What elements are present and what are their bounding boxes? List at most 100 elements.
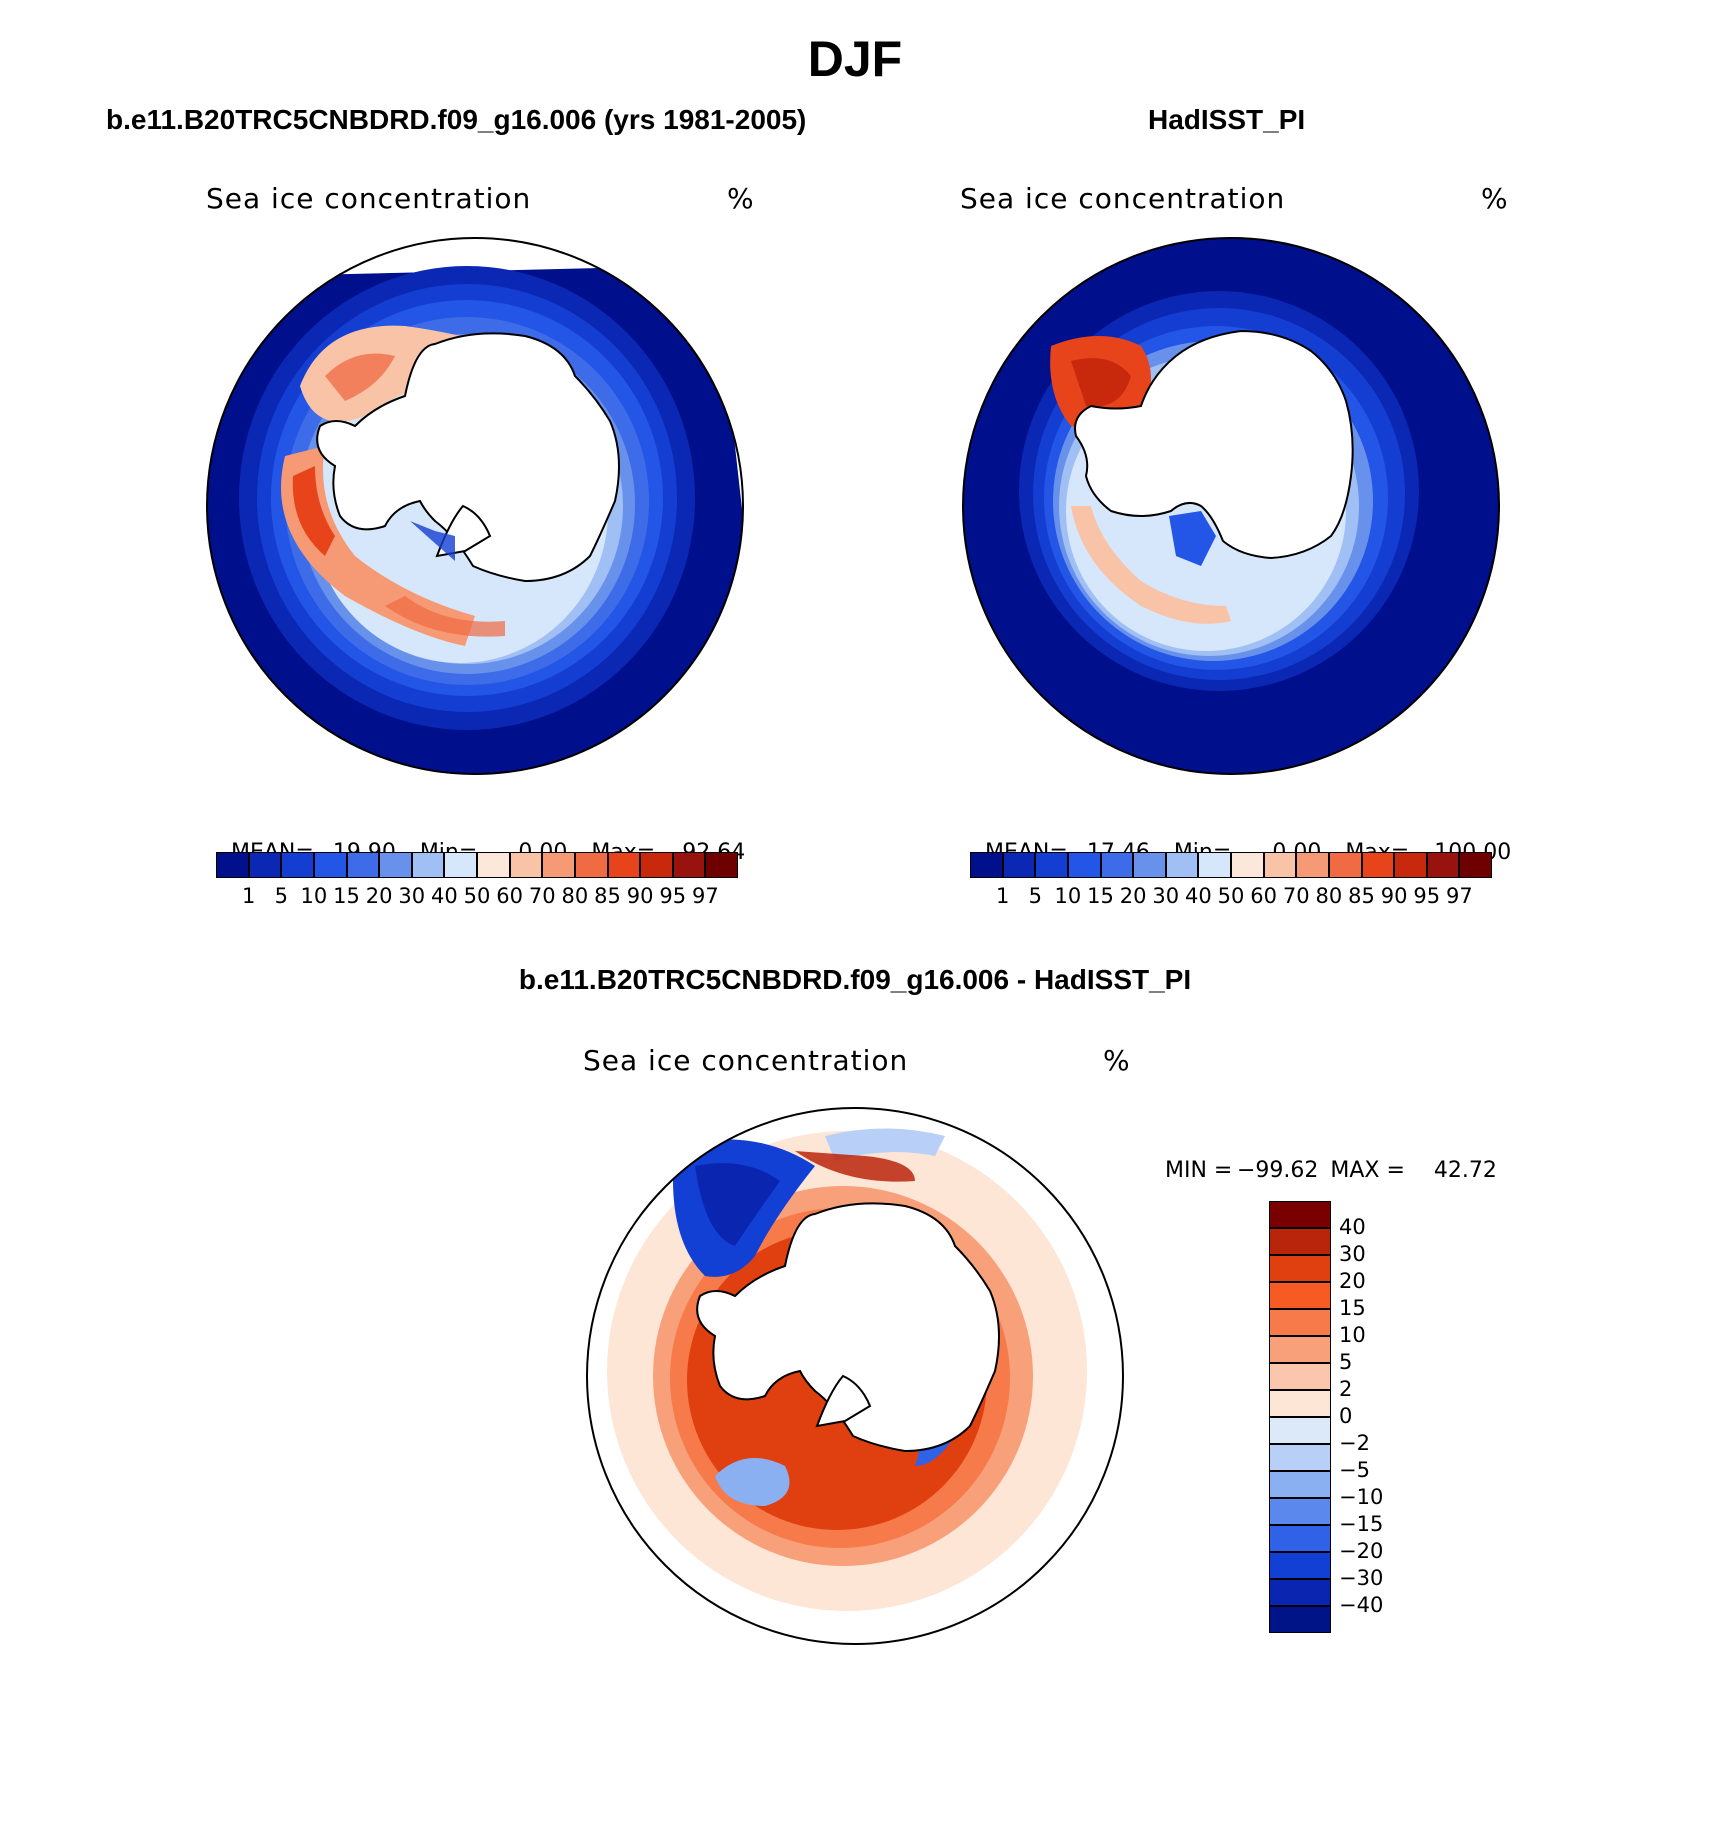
diff-max-value: 42.72 — [1433, 1158, 1497, 1183]
obs-colorbar-box — [1361, 852, 1395, 878]
obs-colorbar-tick: 60 — [1250, 884, 1277, 908]
model-panel-title: b.e11.B20TRC5CNBDRD.f09_g16.006 (yrs 198… — [106, 104, 807, 135]
model-colorbar-box — [444, 852, 477, 878]
diff-colorbar-tick: 15 — [1339, 1296, 1366, 1320]
diff-colorbar-box — [1269, 1390, 1331, 1417]
diff-colorbar-box — [1269, 1336, 1331, 1363]
diff-colorbar-box — [1269, 1282, 1331, 1309]
diff-colorbar-tick: −15 — [1339, 1512, 1384, 1536]
diff-colorbar-tick: 30 — [1339, 1242, 1366, 1266]
obs-colorbar-box — [1198, 852, 1231, 878]
model-colorbar-box — [248, 852, 282, 878]
obs-colorbar-box — [1459, 852, 1492, 878]
model-colorbar-box — [379, 852, 412, 878]
obs-colorbar-box — [1067, 852, 1101, 878]
obs-ross-ice — [1071, 506, 1231, 624]
diff-max-label: MAX = — [1330, 1158, 1405, 1183]
diff-stats: MIN = −99.62 MAX = 42.72 — [1151, 1133, 1497, 1183]
obs-colorbar-tick: 10 — [1054, 884, 1082, 908]
model-plot-unit: % — [727, 182, 755, 215]
diff-colorbar-tick: −30 — [1339, 1566, 1384, 1590]
diff-colorbar-box — [1269, 1498, 1331, 1525]
model-colorbar-tick: 5 — [274, 884, 288, 908]
model-colorbar-box — [281, 852, 314, 878]
diff-plot-label: Sea ice concentration — [583, 1044, 909, 1077]
model-colorbar-tick: 40 — [431, 884, 458, 908]
obs-colorbar-tick: 5 — [1028, 884, 1042, 908]
obs-colorbar-tick: 50 — [1217, 884, 1245, 908]
diff-colorbar-box — [1269, 1201, 1331, 1228]
obs-colorbar-box — [970, 852, 1003, 878]
model-colorbar-tick: 97 — [692, 884, 719, 908]
model-colorbar-box — [313, 852, 347, 878]
diff-colorbar-box — [1269, 1471, 1331, 1498]
obs-colorbar-box — [1133, 852, 1166, 878]
obs-colorbar-box — [1165, 852, 1199, 878]
diff-colorbar-tick: −20 — [1339, 1539, 1384, 1563]
diff-colorbar-box — [1269, 1417, 1331, 1444]
model-colorbar-box — [216, 852, 249, 878]
obs-colorbar-box — [1296, 852, 1329, 878]
obs-colorbar-tick: 15 — [1087, 884, 1114, 908]
diff-colorbar: 40 30 20 15 10 5 2 0 −2 −5 −10 −15 −20 −30 −40 — [1269, 1201, 1409, 1633]
model-colorbar-box — [672, 852, 706, 878]
diff-antarctica — [696, 1202, 1000, 1453]
diff-colorbar-box — [1269, 1228, 1331, 1255]
diff-polar-map — [586, 1107, 1124, 1645]
model-colorbar-box — [346, 852, 380, 878]
model-plot-label: Sea ice concentration — [206, 182, 532, 215]
model-colorbar-tick: 20 — [365, 884, 393, 908]
model-colorbar-tick: 10 — [300, 884, 328, 908]
obs-colorbar-tick: 80 — [1315, 884, 1343, 908]
model-colorbar-tick: 80 — [561, 884, 589, 908]
diff-colorbar-box — [1269, 1444, 1331, 1471]
obs-colorbar-box — [1035, 852, 1068, 878]
diff-min-value: −99.62 — [1236, 1158, 1319, 1183]
model-colorbar-tick: 15 — [333, 884, 360, 908]
diff-colorbar-tick: 10 — [1339, 1323, 1366, 1347]
obs-polar-map — [962, 237, 1500, 775]
model-colorbar-tick: 90 — [626, 884, 654, 908]
model-colorbar-box — [574, 852, 608, 878]
model-colorbar-box — [542, 852, 575, 878]
diff-colorbar-tick: −5 — [1339, 1458, 1370, 1482]
diff-min-label: MIN = — [1165, 1158, 1233, 1183]
model-colorbar-tick: 1 — [241, 884, 256, 908]
diff-colorbar-tick: −40 — [1339, 1593, 1384, 1617]
model-colorbar-box — [477, 852, 510, 878]
model-polar-map — [206, 237, 744, 775]
diff-colorbar-box — [1269, 1606, 1331, 1633]
obs-panel-title: HadISST_PI — [1148, 104, 1306, 135]
obs-colorbar-box — [1002, 852, 1036, 878]
diff-colorbar-box — [1269, 1579, 1331, 1606]
diff-colorbar-tick: 2 — [1339, 1377, 1353, 1401]
diff-colorbar-tick: −10 — [1339, 1485, 1384, 1509]
diff-colorbar-box — [1269, 1309, 1331, 1336]
obs-colorbar-tick: 20 — [1119, 884, 1147, 908]
model-colorbar-box — [509, 852, 543, 878]
obs-colorbar-tick: 70 — [1282, 884, 1310, 908]
diff-colorbar-tick: 5 — [1339, 1350, 1353, 1374]
obs-colorbar-box — [1426, 852, 1460, 878]
obs-colorbar-tick: 97 — [1446, 884, 1473, 908]
model-colorbar-box — [705, 852, 738, 878]
obs-colorbar-tick: 85 — [1348, 884, 1375, 908]
model-colorbar-tick: 95 — [659, 884, 687, 908]
obs-antarctica — [1074, 329, 1354, 560]
obs-colorbar: 1 5 10 15 20 30 40 50 60 70 80 85 90 95 97 — [970, 852, 1492, 932]
obs-colorbar-tick: 30 — [1152, 884, 1180, 908]
diff-colorbar-box — [1269, 1525, 1331, 1552]
diff-colorbar-tick: −2 — [1339, 1431, 1370, 1455]
obs-colorbar-box — [1328, 852, 1362, 878]
obs-colorbar-box — [1100, 852, 1134, 878]
obs-plot-unit: % — [1481, 182, 1509, 215]
diff-colorbar-tick: 40 — [1339, 1215, 1366, 1239]
obs-colorbar-box — [1231, 852, 1264, 878]
model-colorbar-tick: 70 — [528, 884, 556, 908]
obs-colorbar-tick: 1 — [995, 884, 1010, 908]
diff-plot-unit: % — [1103, 1044, 1131, 1077]
obs-plot-label: Sea ice concentration — [960, 182, 1286, 215]
model-colorbar-tick: 30 — [398, 884, 426, 908]
obs-colorbar-tick: 40 — [1185, 884, 1212, 908]
model-colorbar-box — [607, 852, 641, 878]
